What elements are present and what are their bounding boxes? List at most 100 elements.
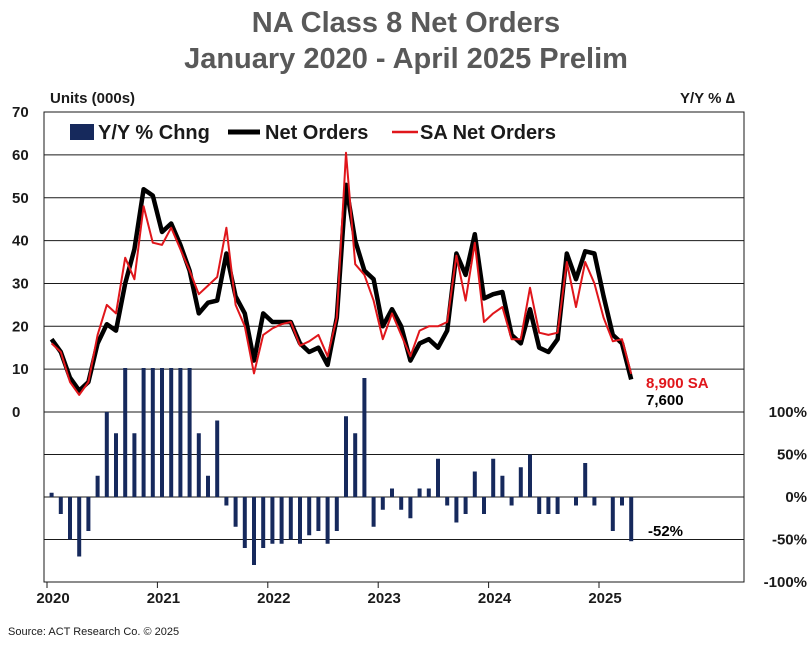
yoy-bar — [86, 497, 91, 531]
legend-label-yoy: Y/Y % Chng — [98, 122, 210, 144]
legend-swatch-yoy — [70, 124, 94, 140]
x-tick-label: 2025 — [588, 590, 621, 607]
right-tick-label: -100% — [764, 574, 807, 591]
left-tick-label: 0 — [12, 404, 20, 421]
yoy-bar — [500, 475, 505, 497]
yoy-bar — [362, 378, 367, 497]
yoy-bar — [242, 497, 247, 548]
yoy-bar — [187, 368, 192, 497]
yoy-bar — [482, 497, 486, 514]
yoy-bar — [518, 467, 523, 497]
yoy-bar — [150, 368, 155, 497]
yoy-bar — [390, 488, 394, 497]
yoy-bars — [49, 368, 634, 565]
yoy-bar — [610, 497, 615, 531]
yoy-bar — [104, 412, 109, 497]
yoy-bar — [399, 497, 404, 510]
right-tick-label: 0% — [785, 489, 807, 506]
plot-border — [43, 111, 745, 583]
net-orders-line — [49, 182, 634, 393]
yoy-bar — [463, 497, 468, 514]
left-tick-label: 70 — [12, 104, 29, 121]
chart-title-line2: January 2020 - April 2025 Prelim — [184, 43, 628, 75]
yoy-bar — [546, 497, 551, 514]
x-tick-label: 2021 — [147, 590, 180, 607]
yoy-bar — [233, 497, 238, 527]
yoy-bar — [196, 433, 201, 497]
yoy-bar — [215, 420, 220, 497]
yoy-bar — [454, 497, 459, 523]
yoy-bar — [132, 433, 137, 497]
yoy-bar — [380, 497, 385, 510]
x-tick-label: 2022 — [257, 590, 290, 607]
source-note: Source: ACT Research Co. © 2025 — [8, 626, 180, 638]
yoy-bar — [417, 488, 422, 497]
yoy-bar — [252, 497, 256, 565]
left-tick-label: 50 — [12, 190, 29, 207]
left-tick-label: 40 — [12, 233, 29, 250]
yoy-bar — [528, 454, 532, 497]
yoy-bar — [353, 433, 358, 497]
left-tick-label: 60 — [12, 147, 29, 164]
yoy-bar — [316, 497, 321, 531]
right-axis-label: Y/Y % ∆ — [680, 90, 735, 107]
yoy-bar — [592, 497, 597, 506]
yoy-bar — [472, 471, 477, 497]
right-tick-label: 50% — [777, 447, 807, 464]
x-tick-label: 2023 — [368, 590, 401, 607]
yoy-bar — [629, 497, 634, 542]
axes: 0 10 20 30 40 50 60 70 100% 50% 0% -50% -100% 2020 202… — [12, 104, 807, 607]
right-tick-label: 100% — [769, 404, 807, 421]
chart-title-line1: NA Class 8 Net Orders — [251, 7, 561, 39]
yoy-bar — [307, 497, 312, 536]
yoy-bar — [344, 416, 348, 497]
yoy-bar — [371, 497, 376, 527]
yoy-bar — [224, 497, 229, 506]
yoy-bar — [169, 368, 174, 497]
legend-label-net: Net Orders — [265, 122, 368, 144]
yoy-bar — [77, 497, 82, 557]
yoy-bar — [178, 368, 183, 497]
left-tick-label: 20 — [12, 318, 29, 335]
yoy-bar — [298, 497, 302, 544]
yoy-bar — [160, 368, 164, 497]
legend-label-sa: SA Net Orders — [420, 122, 556, 144]
right-tick-label: -50% — [772, 532, 807, 549]
order-lines — [49, 151, 634, 396]
yoy-bar — [141, 368, 146, 497]
yoy-bar — [445, 497, 450, 506]
yoy-bar — [206, 475, 210, 497]
x-tick-label: 2020 — [36, 590, 69, 607]
yoy-bar — [583, 463, 588, 497]
yoy-bar — [114, 433, 118, 497]
yoy-bar — [436, 458, 440, 497]
yoy-bar — [325, 497, 330, 544]
yoy-bar — [123, 368, 128, 497]
left-tick-label: 10 — [12, 361, 29, 378]
annotation-yoy-last: -52% — [648, 523, 683, 540]
left-tick-label: 30 — [12, 275, 29, 292]
left-axis-label: Units (000s) — [50, 90, 136, 107]
yoy-bar — [288, 497, 293, 540]
yoy-bar — [555, 497, 560, 514]
gridlines — [44, 111, 744, 583]
yoy-bar — [68, 497, 72, 540]
yoy-bar — [426, 488, 431, 497]
x-tick-label: 2024 — [478, 590, 512, 607]
yoy-bar — [334, 497, 339, 531]
yoy-bar — [491, 458, 496, 497]
legend: Y/Y % Chng Net Orders SA Net Orders — [70, 122, 556, 144]
yoy-bar — [261, 497, 266, 548]
annotations: 8,900 SA7,600 -52% — [646, 375, 709, 540]
yoy-bar — [49, 492, 54, 497]
yoy-bar — [58, 497, 63, 514]
yoy-bar — [279, 497, 284, 544]
yoy-bar — [408, 497, 413, 519]
annotation-net-last: 7,600 — [646, 392, 684, 409]
yoy-bar — [509, 497, 514, 506]
sa-net-orders-line — [50, 151, 633, 396]
yoy-bar — [574, 497, 578, 506]
yoy-bar — [537, 497, 542, 514]
yoy-bar — [270, 497, 275, 544]
